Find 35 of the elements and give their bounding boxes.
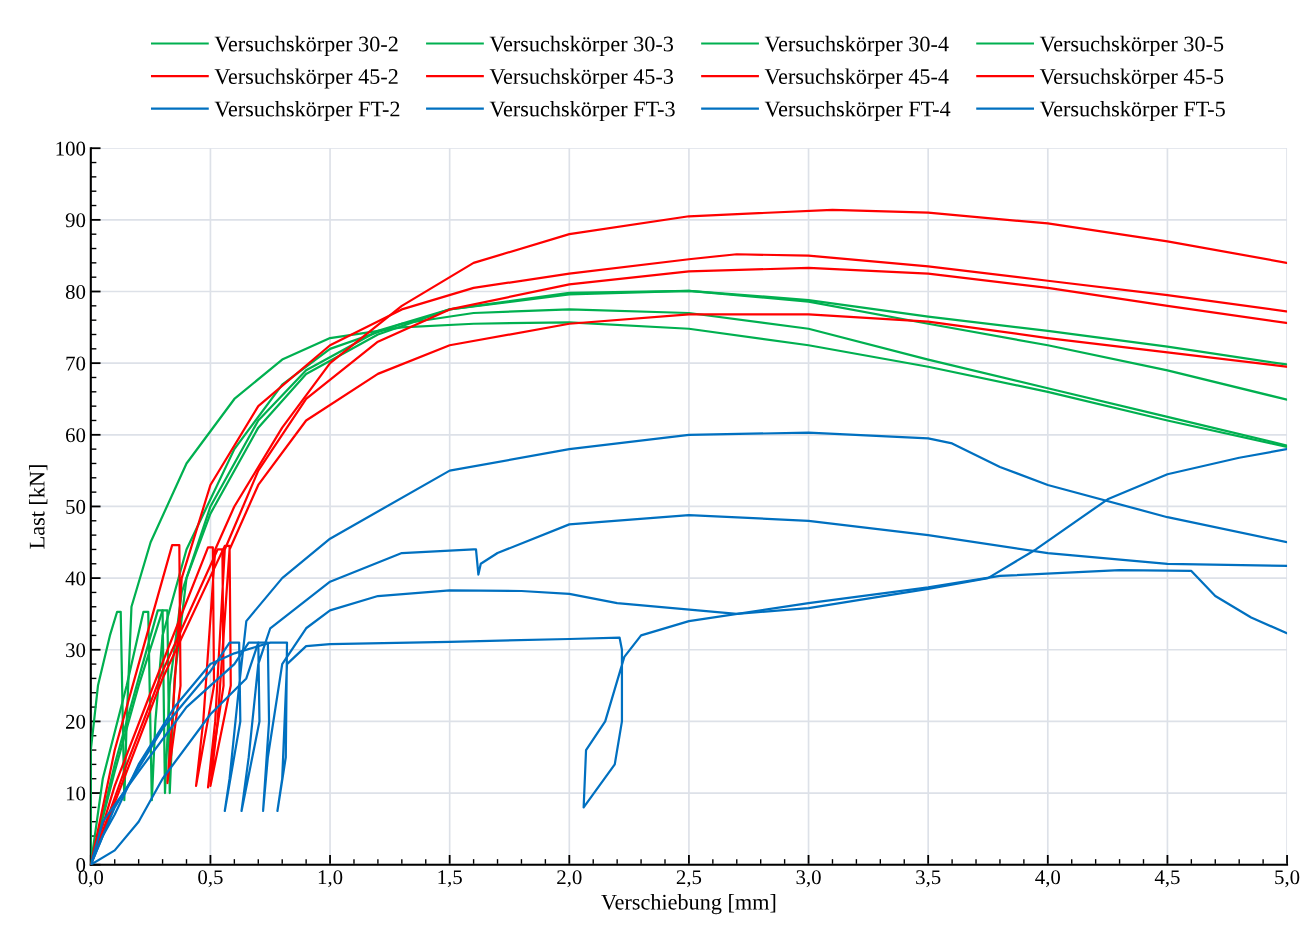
y-tick-label: 70 [66, 356, 86, 371]
legend-label: Versuchskörper 45-3 [489, 68, 674, 89]
y-tick-label: 90 [65, 213, 86, 228]
x-tick-label: 3,5 [916, 870, 941, 888]
x-tick-label: 4,5 [1154, 870, 1180, 888]
legend-label: Versuchskörper 30-2 [214, 35, 398, 57]
y-tick-label: 60 [66, 428, 86, 443]
y-tick-label: 40 [65, 571, 86, 586]
legend-label: Versuchskörper 30-3 [489, 35, 674, 57]
y-tick-label: 10 [66, 786, 86, 801]
x-tick-label: 4,0 [1035, 870, 1061, 888]
x-tick-label: 0,5 [198, 870, 223, 888]
y-tick-label: 100 [56, 141, 86, 156]
y-tick-label: 80 [65, 284, 86, 299]
x-tick-label: 1,5 [438, 870, 462, 888]
legend-label: Versuchskörper FT-5 [1039, 100, 1225, 122]
y-tick-label: 50 [66, 499, 86, 514]
legend-label: Versuchskörper FT-3 [489, 100, 675, 122]
x-tick-label: 2,0 [557, 870, 582, 888]
legend-label: Versuchskörper 45-4 [764, 68, 949, 89]
x-tick-label: 1,0 [318, 870, 343, 888]
y-axis-title: Last [kN] [28, 465, 48, 549]
x-tick-label: 5,0 [1275, 870, 1300, 888]
x-axis-title: Verschiebung [mm] [601, 894, 776, 915]
legend-label: Versuchskörper 45-5 [1039, 68, 1224, 89]
x-tick-label: 3,0 [796, 870, 821, 888]
x-tick-label: 0,0 [78, 870, 104, 888]
x-tick-label: 2,5 [676, 870, 702, 888]
legend-label: Versuchskörper FT-4 [764, 100, 951, 122]
y-tick-label: 20 [66, 714, 86, 729]
legend-label: Versuchskörper 30-5 [1039, 35, 1224, 57]
legend-label: Versuchskörper FT-2 [214, 100, 400, 122]
legend-label: Versuchskörper 30-4 [764, 35, 949, 57]
legend-label: Versuchskörper 45-2 [214, 68, 398, 89]
y-tick-label: 30 [66, 643, 86, 658]
